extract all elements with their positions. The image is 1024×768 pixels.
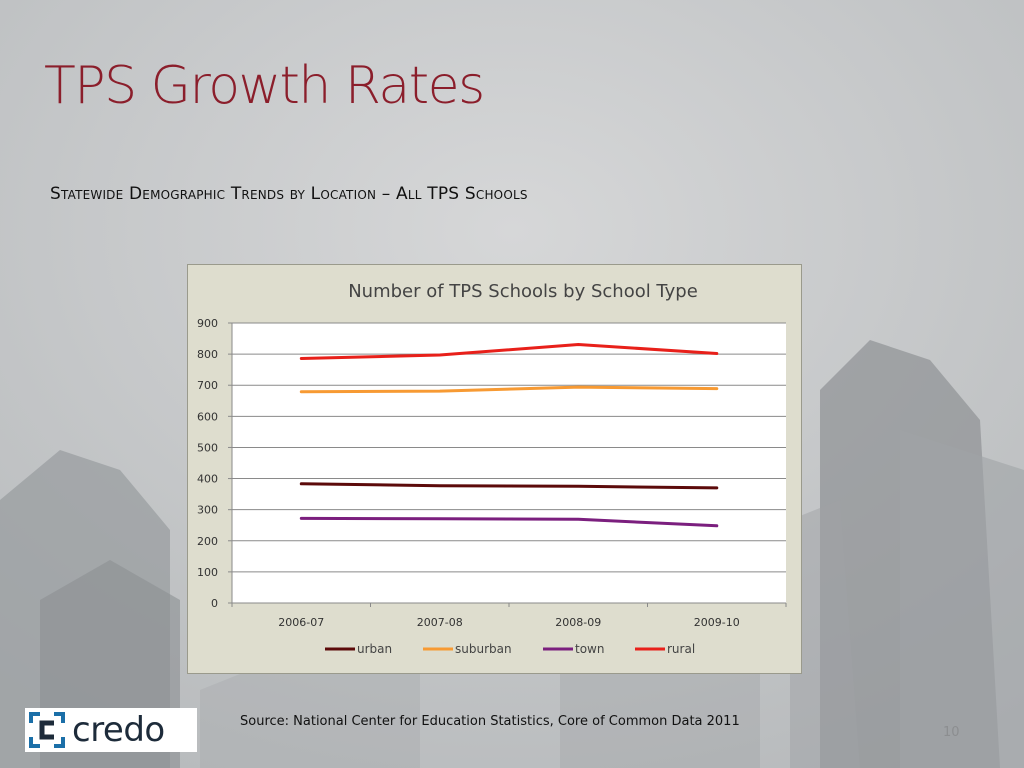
series-line-rural	[299, 343, 719, 360]
logo-wordmark: credo	[72, 710, 165, 750]
x-tick-label: 2008-09	[555, 616, 601, 629]
legend-label-rural: rural	[667, 642, 695, 656]
x-tick-label: 2007-08	[417, 616, 463, 629]
source-note: Source: National Center for Education St…	[240, 714, 740, 729]
x-tick-label: 2009-10	[694, 616, 740, 629]
y-tick-label: 700	[197, 379, 218, 392]
series-line-urban	[299, 482, 719, 490]
legend-label-urban: urban	[357, 642, 392, 656]
y-tick-label: 200	[197, 535, 218, 548]
x-tick-label: 2006-07	[278, 616, 324, 629]
slide-subtitle: Statewide Demographic Trends by Location…	[50, 184, 528, 204]
y-tick-label: 800	[197, 348, 218, 361]
y-tick-label: 900	[197, 317, 218, 330]
chart-title: Number of TPS Schools by School Type	[348, 281, 698, 302]
legend-label-town: town	[575, 642, 604, 656]
slide-title: TPS Growth Rates	[44, 56, 485, 116]
y-tick-label: 400	[197, 473, 218, 486]
y-tick-label: 0	[211, 597, 218, 610]
page-number: 10	[943, 725, 960, 740]
credo-logo: credo	[25, 708, 197, 752]
y-tick-label: 100	[197, 566, 218, 579]
y-tick-label: 500	[197, 441, 218, 454]
chart-panel: Number of TPS Schools by School Type 0 100…	[187, 264, 802, 674]
y-tick-label: 600	[197, 410, 218, 423]
plot-area	[232, 323, 786, 603]
credo-logo-icon	[29, 712, 65, 748]
y-tick-label: 300	[197, 504, 218, 517]
legend-label-suburban: suburban	[455, 642, 512, 656]
line-chart: Number of TPS Schools by School Type 0 100…	[197, 281, 787, 656]
series-line-suburban	[299, 385, 719, 394]
series-line-town	[299, 516, 719, 528]
